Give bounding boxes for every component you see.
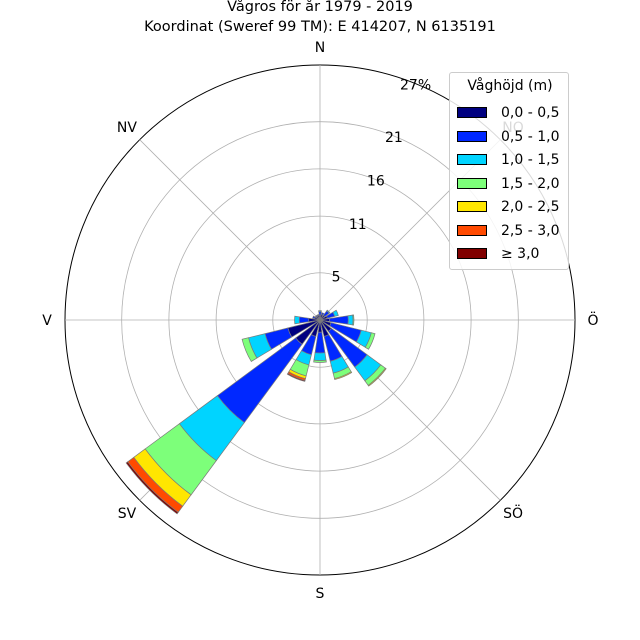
legend-item: ≥ 3,0 bbox=[457, 244, 567, 264]
direction-label: SÖ bbox=[503, 504, 523, 522]
legend-label: 1,0 - 1,5 bbox=[501, 152, 560, 168]
rose-bar-segment bbox=[286, 372, 306, 382]
radial-tick-label: 11 bbox=[349, 217, 367, 233]
rose-bar-segment bbox=[318, 311, 322, 316]
legend-swatch bbox=[457, 154, 487, 165]
legend: Våghöjd (m) 0,0 - 0,5 0,5 - 1,0 1,0 - 1,5 1… bbox=[449, 72, 569, 270]
chart-subtitle: Koordinat (Sweref 99 TM): E 414207, N 61… bbox=[144, 19, 496, 35]
rose-bar-segment bbox=[320, 312, 325, 316]
legend-swatch bbox=[457, 224, 487, 236]
legend-swatch bbox=[457, 201, 487, 212]
direction-label: N bbox=[315, 40, 325, 56]
legend-item: 0,5 - 1,0 bbox=[457, 127, 567, 147]
radial-tick-label: 5 bbox=[332, 269, 341, 285]
chart-title: Vågros för år 1979 - 2019 bbox=[227, 0, 413, 15]
direction-label: SV bbox=[118, 506, 137, 522]
polar-grid bbox=[64, 64, 576, 576]
legend-swatch bbox=[457, 248, 487, 259]
rose-bar-segment bbox=[313, 352, 327, 361]
radial-tick-label: 16 bbox=[367, 173, 385, 189]
legend-label: ≥ 3,0 bbox=[501, 246, 540, 262]
direction-label: S bbox=[316, 586, 325, 602]
direction-label: NV bbox=[117, 120, 137, 136]
legend-item: 1,0 - 1,5 bbox=[457, 150, 567, 170]
legend-label: 2,5 - 3,0 bbox=[501, 222, 560, 239]
rose-bar-segment bbox=[294, 315, 300, 325]
legend-swatch bbox=[457, 130, 487, 142]
direction-label: V bbox=[42, 313, 52, 329]
rose-bar-segment bbox=[326, 309, 331, 314]
legend-label: 0,0 - 0,5 bbox=[501, 105, 560, 121]
rose-bar-segment bbox=[298, 316, 310, 324]
rose-bar-segment bbox=[312, 315, 316, 320]
wave-rose-bars bbox=[125, 309, 387, 515]
legend-label: 0,5 - 1,0 bbox=[501, 128, 560, 145]
rose-bar-segment bbox=[316, 314, 320, 317]
legend-title: Våghöjd (m) bbox=[467, 78, 553, 94]
radial-tick-label: 21 bbox=[385, 130, 403, 146]
grid-spoke bbox=[139, 139, 321, 321]
rose-bar-segment bbox=[332, 309, 339, 317]
rose-bar-segment bbox=[125, 461, 179, 515]
legend-label: 1,5 - 2,0 bbox=[501, 175, 560, 192]
legend-item: 2,0 - 2,5 bbox=[457, 197, 567, 217]
rose-bar-segment bbox=[367, 367, 387, 387]
legend-item: 1,5 - 2,0 bbox=[457, 174, 567, 194]
rose-bar-segment bbox=[347, 314, 354, 326]
legend-swatch bbox=[457, 177, 487, 189]
legend-item: 2,5 - 3,0 bbox=[457, 221, 567, 241]
rose-bar-segment bbox=[241, 337, 258, 362]
direction-label: Ö bbox=[587, 311, 598, 329]
legend-item: 0,0 - 0,5 bbox=[457, 103, 567, 123]
rose-bar-segment bbox=[313, 359, 327, 363]
rose-bar-segment bbox=[352, 314, 355, 326]
rose-bar-segment bbox=[314, 314, 318, 318]
legend-label: 2,0 - 2,5 bbox=[501, 199, 560, 215]
legend-swatch bbox=[457, 107, 487, 118]
radial-tick-label: 27% bbox=[400, 77, 431, 93]
rose-bar-segment bbox=[364, 332, 376, 350]
rose-bar-segment bbox=[334, 371, 353, 381]
rose-bar-segment bbox=[318, 310, 322, 312]
